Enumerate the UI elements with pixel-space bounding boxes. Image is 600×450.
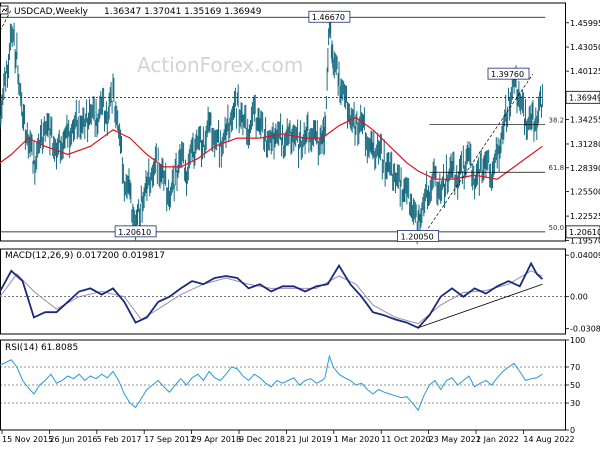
x-tick-label: 21 Jul 2019 (286, 435, 331, 444)
macd-label: MACD(12,26,9) 0.017200 0.019817 (5, 251, 165, 261)
price-tick-label: 1.22525 (570, 212, 600, 221)
current-price-label: 1.36949 (569, 93, 600, 102)
rsi-tick-label: 50 (570, 381, 580, 390)
price-tick-label: 1.19570 (570, 236, 600, 245)
price-tag-box (114, 225, 157, 238)
price-tag-label: 1.46670 (312, 13, 345, 22)
level-tag-box (565, 225, 600, 239)
rsi-header: RSI(14) 61.8085 (5, 343, 78, 353)
rsi-tick-label: 70 (570, 363, 580, 372)
price-header: USDCAD,Weekly 1.36347 1.37041 1.35169 1.… (0, 5, 262, 17)
swing-diagonal-line (422, 73, 534, 237)
fib-label: 61.8 (549, 164, 565, 172)
rsi-tick-label: 0 (570, 426, 575, 435)
x-tick-label: 11 Oct 2020 (381, 435, 430, 444)
x-tick-label: 29 Apr 2018 (192, 435, 241, 444)
level-tag-label: 1.20610 (569, 228, 600, 237)
price-tag-box (397, 230, 440, 242)
price-tick-label: 1.34255 (570, 115, 600, 124)
x-tick-label: 2 Jan 2022 (476, 435, 519, 444)
macd-header: MACD(12,26,9) 0.017200 0.019817 (5, 251, 165, 261)
price-tick-label: 1.43050 (570, 43, 600, 52)
x-tick-label: 26 Jun 2016 (49, 435, 97, 444)
x-tick-label: 9 Dec 2018 (239, 435, 285, 444)
rsi-tick-label: 30 (570, 399, 580, 408)
price-tick-label: 1.28390 (570, 164, 600, 173)
x-tick-label: 14 Aug 2022 (523, 435, 574, 444)
macd-trendline (417, 283, 543, 329)
price-tag-label: 1.39760 (491, 70, 524, 79)
macd-tick-label: -0.03086 (570, 325, 600, 334)
macd-signal-line (0, 270, 543, 325)
price-tag-box (487, 67, 530, 80)
rsi-line (0, 354, 543, 412)
x-tick-label: 5 Feb 2017 (97, 435, 142, 444)
price-tag-label: 1.20610 (118, 228, 151, 237)
rsi-tick-label: 100 (570, 336, 585, 345)
rsi-label: RSI(14) 61.8085 (5, 343, 78, 353)
x-tick-label: 17 Sep 2017 (144, 435, 195, 444)
price-tick-label: 1.31280 (570, 140, 600, 149)
watermark: ActionForex.com (137, 53, 303, 77)
price-tick-label: 1.25500 (570, 188, 600, 197)
fib-label: 50.0 (549, 224, 565, 232)
price-tick-label: 1.45995 (570, 19, 600, 28)
x-tick-label: 23 May 2021 (429, 435, 481, 444)
current-price-box (565, 90, 600, 104)
x-tick-label: 1 Mar 2020 (334, 435, 380, 444)
fib-label: 38.2 (549, 116, 565, 124)
price-tag-box (308, 10, 351, 23)
macd-line (0, 261, 544, 329)
macd-tick-label: 0.00 (570, 293, 588, 302)
left-diagonal-line (0, 9, 12, 32)
price-tag-label: 1.20050 (401, 232, 434, 241)
moving-average-line (0, 116, 543, 180)
macd-tick-label: 0.040094 (570, 251, 600, 260)
symbol-label: USDCAD,Weekly (14, 7, 89, 17)
x-tick-label: 15 Nov 2015 (2, 435, 53, 444)
price-tick-label: 1.40125 (570, 67, 600, 76)
ohlc-values: 1.36347 1.37041 1.35169 1.36949 (104, 7, 262, 17)
